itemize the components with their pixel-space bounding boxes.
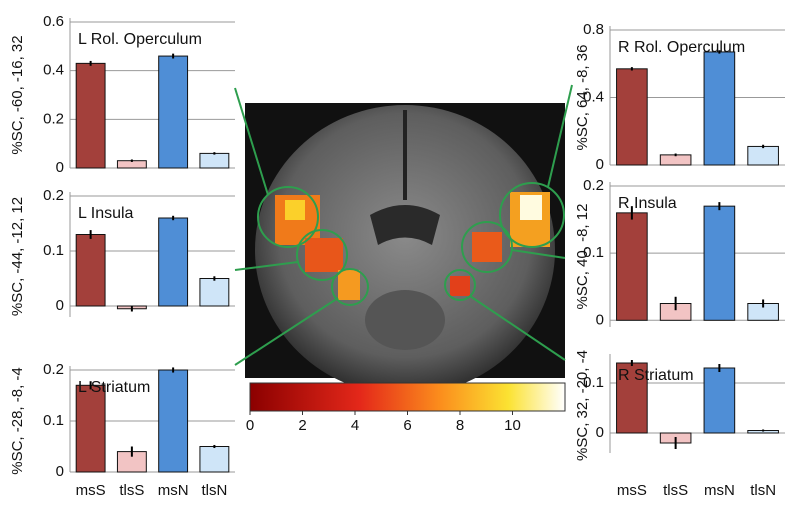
x-tick-label: tlsS (119, 482, 144, 499)
y-tick-label: 0.1 (43, 412, 64, 429)
x-tick-label: 6 (403, 417, 411, 434)
bar (199, 278, 230, 307)
y-tick-label: 0 (596, 156, 604, 173)
x-tick-label: 8 (456, 417, 464, 434)
chart-title: L Rol. Operculum (78, 31, 202, 48)
bar (158, 55, 189, 169)
y-tick-label: 0 (56, 463, 64, 480)
chart-title: L Insula (78, 205, 134, 222)
y-tick-label: 0.4 (43, 62, 64, 79)
y-axis-label: %SC, -44, -12, 12 (9, 197, 26, 316)
x-tick-label: tlsS (663, 482, 688, 499)
x-tick-label: msN (704, 482, 735, 499)
chart-panel: 0 0.1 0.2 %SC, -28, -8, -4 msS tlsS msN tlsN L S… (9, 361, 235, 499)
bar (158, 369, 189, 473)
y-tick-label: 0.2 (43, 361, 64, 378)
x-tick-label: 10 (504, 417, 521, 434)
y-tick-label: 0.2 (43, 187, 64, 204)
y-tick-label: 0.1 (43, 242, 64, 259)
chart-panel: 0 2 4 6 8 10 (246, 382, 566, 434)
y-axis-label: %SC, -60, -16, 32 (9, 35, 26, 154)
y-tick-label: 0.4 (583, 88, 604, 105)
x-tick-label: msN (158, 482, 189, 499)
colorbar (249, 382, 566, 412)
chart-panel: 0 0.1 0.2 %SC, 40, -8, 12 R Insula (574, 177, 785, 328)
x-tick-label: tlsN (750, 482, 776, 499)
y-tick-label: 0 (56, 297, 64, 314)
bar (616, 212, 648, 321)
y-tick-label: 0.2 (583, 177, 604, 194)
brain-image (234, 84, 573, 395)
bar (75, 62, 106, 169)
y-axis-label: %SC, 32, -20, -4 (574, 350, 591, 461)
y-tick-label: 0.8 (583, 21, 604, 38)
x-tick-label: 4 (351, 417, 359, 434)
chart-title: R Insula (618, 195, 677, 212)
y-tick-label: 0 (56, 159, 64, 176)
y-tick-label: 0.2 (43, 110, 64, 127)
y-tick-label: 0 (596, 311, 604, 328)
chart-panel: 0 0.1%SC, 32, -20, -4 msS tlsS msN tlsN R Stri… (574, 350, 785, 499)
chart-title: R Striatum (618, 367, 694, 384)
bar (703, 205, 736, 321)
chart-panel: 0 0.2 0.4 0.6 %SC, -60, -16, 32 L Rol. Opercu… (9, 13, 235, 176)
x-tick-label: msS (76, 482, 106, 499)
y-tick-label: 0.1 (583, 244, 604, 261)
bar (199, 446, 230, 473)
bar (75, 234, 106, 307)
x-tick-label: 0 (246, 417, 254, 434)
bar (158, 217, 189, 307)
bar (199, 152, 230, 169)
chart-panel: 0 0.1 0.2 %SC, -44, -12, 12 L Insula (9, 187, 235, 317)
chart-title: L Striatum (78, 379, 150, 396)
bar (659, 154, 692, 166)
bar (703, 51, 736, 166)
y-axis-label: %SC, 40, -8, 12 (574, 204, 591, 310)
x-tick-label: tlsN (201, 482, 227, 499)
y-axis-label: %SC, -28, -8, -4 (9, 367, 26, 475)
x-tick-label: 2 (298, 417, 306, 434)
y-axis-label: %SC, 64, -8, 36 (574, 45, 591, 151)
y-tick-label: 0 (596, 424, 604, 441)
chart-title: R Rol. Operculum (618, 39, 745, 56)
bar (75, 384, 106, 473)
bar (703, 367, 736, 434)
y-tick-label: 0.1 (583, 374, 604, 391)
bar (616, 68, 648, 166)
chart-panel: 0 0.4 0.8 %SC, 64, -8, 36 R Rol. Operculum (574, 21, 785, 173)
bar (616, 362, 648, 434)
x-tick-label: msS (617, 482, 647, 499)
y-tick-label: 0.6 (43, 13, 64, 30)
bar (747, 145, 779, 166)
